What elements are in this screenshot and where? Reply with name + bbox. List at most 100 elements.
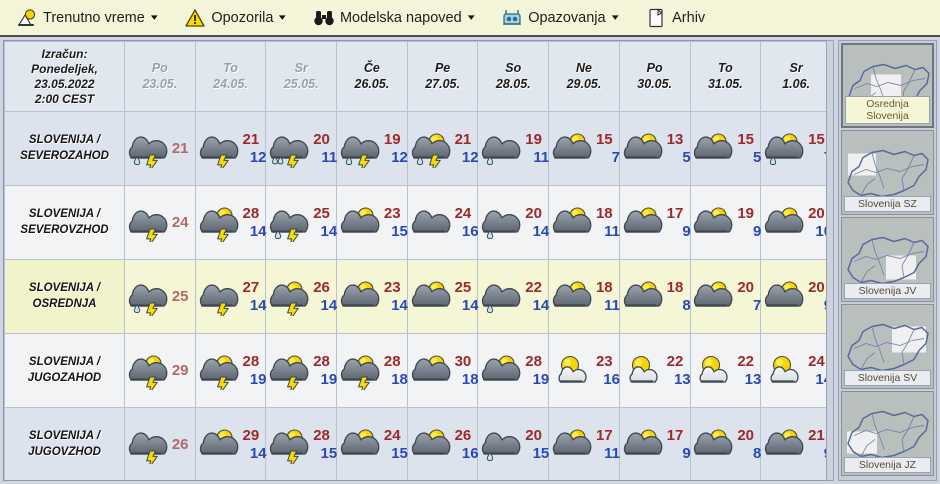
forecast-cell[interactable]: 26 (124, 407, 196, 480)
forecast-cell[interactable]: 23 14 (336, 259, 408, 334)
vertical-scrollbar[interactable] (826, 40, 834, 481)
menu-item-modelska-napoved[interactable]: Modelska napoved ▾ (311, 4, 485, 32)
forecast-cell[interactable]: 22 13 (618, 333, 691, 408)
forecast-cell[interactable]: 20 8 (689, 407, 761, 480)
forecast-cell[interactable]: 17 9 (618, 185, 691, 260)
temperature-max: 17 (666, 205, 684, 223)
forecast-cell[interactable]: 25 14 (265, 185, 337, 260)
table-row[interactable]: SLOVENIJA / SEVEROZAHOD 21 21 12 20 11 19 12 21 12… (4, 111, 832, 186)
forecast-cell[interactable]: 28 19 (265, 333, 337, 408)
temperature-max: 19 (737, 205, 755, 223)
forecast-cell[interactable]: 25 (124, 259, 196, 334)
forecast-cell[interactable]: 18 11 (548, 185, 620, 260)
forecast-cell[interactable]: 19 9 (689, 185, 761, 260)
forecast-cell[interactable]: 21 12 (406, 111, 479, 186)
forecast-cell[interactable]: 26 14 (265, 259, 337, 334)
forecast-cell[interactable]: 24 14 (760, 333, 832, 408)
temperature-max: 28 (313, 353, 330, 371)
region-thumb-ne[interactable]: Slovenija SV (841, 304, 934, 389)
forecast-cell[interactable]: 22 14 (477, 259, 549, 334)
forecast-cell[interactable]: 29 14 (194, 407, 267, 480)
region-label-line: JUGOVZHOD (28, 445, 101, 458)
forecast-cell[interactable]: 20 11 (265, 111, 337, 186)
temperature-pair: 18 11 (596, 205, 620, 240)
forecast-cell[interactable]: 23 15 (336, 185, 408, 260)
forecast-cell[interactable]: 18 11 (548, 259, 620, 334)
region-label[interactable]: SLOVENIJA / SEVEROVZHOD (4, 185, 125, 260)
table-row[interactable]: SLOVENIJA / OSREDNJA 25 27 14 26 14 23 14 25 14 22 1… (4, 259, 832, 334)
cloud-thunder-icon (124, 426, 170, 469)
forecast-cell[interactable]: 24 15 (336, 407, 408, 480)
table-row[interactable]: SLOVENIJA / JUGOZAHOD 29 28 19 28 19 28 18 30 18 28… (4, 333, 832, 408)
forecast-cell[interactable]: 20 14 (477, 185, 549, 260)
temperature-pair: 23 14 (384, 279, 408, 314)
forecast-cell[interactable]: 17 11 (548, 407, 620, 480)
region-label[interactable]: SLOVENIJA / JUGOVZHOD (4, 407, 125, 480)
day-name: Po (151, 60, 168, 75)
forecast-cell[interactable]: 18 8 (618, 259, 691, 334)
forecast-cell[interactable]: 30 18 (406, 333, 479, 408)
forecast-cell[interactable]: 27 14 (194, 259, 267, 334)
forecast-cell[interactable]: 28 14 (194, 185, 267, 260)
forecast-cell[interactable]: 28 18 (336, 333, 408, 408)
forecast-cell[interactable]: 28 15 (265, 407, 337, 480)
forecast-cell[interactable]: 20 7 (689, 259, 761, 334)
forecast-cell[interactable]: 157 (760, 111, 832, 186)
region-label[interactable]: SLOVENIJA / SEVEROZAHOD (4, 111, 125, 186)
main-menubar: Trenutno vreme ▾ Opozorila ▾ Modelska napove… (0, 0, 940, 37)
forecast-cell[interactable]: 20 10 (760, 185, 832, 260)
forecast-cell[interactable]: 13 5 (618, 111, 691, 186)
archive-document-icon (645, 7, 667, 29)
day-date: 23.05. (142, 76, 178, 91)
menu-item-arhiv[interactable]: Arhiv (643, 4, 717, 32)
forecast-cell[interactable]: 28 19 (477, 333, 549, 408)
cloud-sun-icon (548, 426, 594, 464)
cloud-heavyrain-thunder-icon (265, 130, 311, 173)
forecast-cell[interactable]: 15 5 (689, 111, 761, 186)
forecast-cell[interactable]: 21 12 (194, 111, 267, 186)
region-thumb-se[interactable]: Slovenija JV (841, 217, 934, 302)
cloud-sun-thunder-icon (265, 426, 311, 469)
menu-item-opozorila[interactable]: Opozorila ▾ (182, 4, 297, 32)
forecast-cell[interactable]: 209 (760, 259, 832, 334)
region-thumb-nw[interactable]: Slovenija SZ (841, 130, 934, 215)
forecast-cell[interactable]: 23 16 (548, 333, 620, 408)
forecast-cell[interactable]: 28 19 (194, 333, 267, 408)
forecast-cell-content: 15 5 (691, 112, 761, 185)
cloud-sun-icon (619, 278, 665, 316)
temperature-pair: 13 5 (667, 131, 691, 166)
menu-item-opazovanja[interactable]: Opazovanja ▾ (499, 4, 629, 32)
forecast-cell[interactable]: 26 16 (406, 407, 479, 480)
forecast-cell[interactable]: 20 15 (477, 407, 549, 480)
temperature-pair: 25 14 (313, 205, 337, 240)
forecast-cell[interactable]: 24 (124, 185, 196, 260)
forecast-cell[interactable]: 29 (124, 333, 196, 408)
temperature-min: 7 (611, 148, 620, 166)
cloud-sun-icon (477, 352, 523, 390)
forecast-cell[interactable]: 22 13 (689, 333, 761, 408)
forecast-cell[interactable]: 19 12 (336, 111, 408, 186)
cloud-sun-icon (336, 204, 382, 242)
temperature-max: 24 (454, 205, 472, 223)
region-label[interactable]: SLOVENIJA / JUGOZAHOD (4, 333, 125, 408)
forecast-cell[interactable]: 17 9 (618, 407, 691, 480)
region-thumb-central[interactable]: Osrednja Slovenija (841, 43, 934, 128)
forecast-cell[interactable]: 24 16 (406, 185, 479, 260)
forecast-cell[interactable]: 21 (124, 111, 196, 186)
content-frame: Izračun: Ponedeljek, 23.05.2022 2:00 CEST P… (0, 37, 940, 484)
region-label[interactable]: SLOVENIJA / OSREDNJA (4, 259, 125, 334)
menu-item-trenutno-vreme[interactable]: Trenutno vreme ▾ (14, 4, 168, 32)
cloud-sun-icon (407, 278, 453, 316)
menu-item-label: Trenutno vreme (43, 9, 145, 26)
forecast-cell[interactable]: 219 (760, 407, 832, 480)
table-row[interactable]: SLOVENIJA / SEVEROVZHOD 24 28 14 25 14 23 15 24 16… (4, 185, 832, 260)
forecast-cell-content: 18 11 (549, 260, 620, 333)
forecast-cell[interactable]: 19 11 (477, 111, 549, 186)
day-name: So (505, 60, 522, 75)
table-row[interactable]: SLOVENIJA / JUGOVZHOD 26 29 14 28 15 24 15 26 16 20… (4, 407, 832, 480)
forecast-cell[interactable]: 25 14 (406, 259, 479, 334)
temperature-pair: 17 9 (667, 427, 691, 462)
calc-line: Izračun: (41, 46, 88, 61)
region-thumb-sw[interactable]: Slovenija JZ (841, 391, 934, 476)
